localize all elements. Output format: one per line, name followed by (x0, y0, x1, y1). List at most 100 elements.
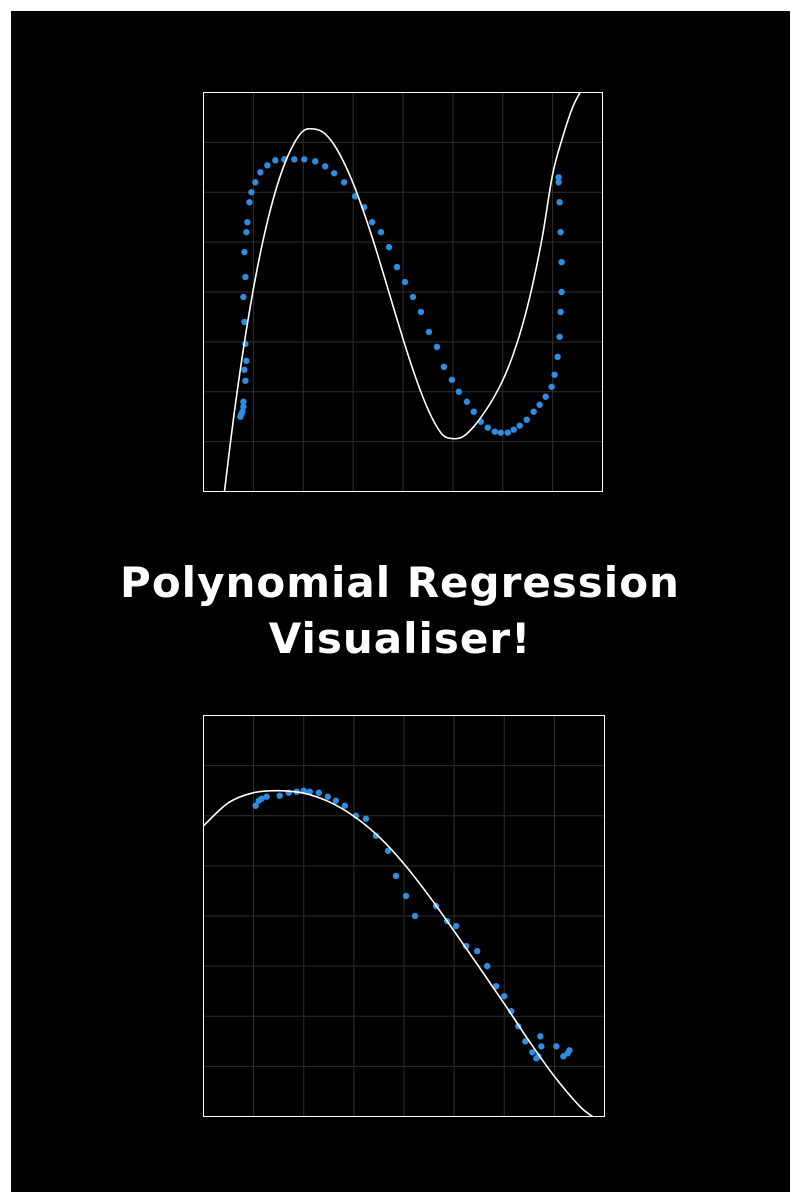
data-point (556, 333, 563, 341)
data-point (291, 156, 298, 163)
quadratic-regression-plot (203, 715, 605, 1117)
data-point (529, 1049, 536, 1056)
data-point (301, 156, 308, 163)
data-point (402, 892, 410, 900)
data-point (321, 163, 329, 170)
data-point (401, 278, 409, 286)
data-point (242, 273, 249, 281)
data-point (558, 258, 565, 266)
data-point (440, 363, 448, 371)
plot-border (203, 92, 603, 492)
gridlines (203, 92, 603, 492)
gridlines (203, 715, 605, 1117)
data-point (548, 383, 555, 390)
data-point (473, 947, 481, 955)
data-point (272, 157, 279, 164)
regression-curve (203, 789, 593, 1117)
data-point (448, 376, 456, 383)
data-point (385, 243, 393, 251)
data-point (246, 199, 253, 206)
data-point (409, 293, 417, 301)
data-point (566, 1047, 573, 1054)
data-point (324, 793, 332, 800)
page-title: Polynomial Regression Visualiser! (0, 555, 800, 667)
data-point (491, 428, 498, 435)
title-line-1: Polynomial Regression (120, 558, 680, 607)
data-point (417, 308, 425, 316)
data-point (558, 288, 565, 296)
data-point (497, 429, 504, 436)
data-point (377, 228, 385, 236)
data-point (372, 832, 380, 839)
data-point (484, 962, 491, 970)
data-point (556, 199, 563, 206)
data-points (252, 787, 573, 1062)
data-point (425, 328, 433, 336)
data-point (504, 429, 511, 436)
data-points (237, 156, 565, 436)
data-point (315, 789, 322, 796)
data-point (240, 403, 247, 410)
data-point (340, 179, 348, 186)
data-point (368, 218, 376, 226)
data-point (433, 343, 441, 351)
cubic-regression-plot (203, 92, 603, 492)
data-point (557, 228, 564, 236)
data-point (241, 366, 248, 374)
data-point (463, 398, 471, 405)
data-point (523, 416, 530, 423)
data-point (384, 847, 392, 855)
data-point (243, 357, 250, 365)
data-point (392, 872, 400, 880)
data-point (362, 815, 370, 822)
data-point (239, 408, 246, 415)
data-point (484, 424, 491, 431)
data-point (411, 912, 419, 920)
data-point (276, 792, 283, 799)
data-point (510, 426, 517, 433)
data-point (332, 797, 340, 804)
plot-border (203, 715, 605, 1117)
title-line-2: Visualiser! (268, 614, 532, 663)
data-point (522, 1038, 529, 1045)
data-point (551, 371, 558, 378)
data-point (553, 1043, 560, 1050)
data-point (243, 228, 250, 236)
data-point (555, 174, 562, 181)
plot-content (203, 787, 593, 1117)
data-point (252, 179, 259, 186)
data-point (330, 170, 338, 177)
data-point (536, 401, 543, 408)
data-point (530, 408, 537, 415)
data-point (493, 982, 500, 990)
data-point (244, 218, 251, 226)
plot-content (223, 92, 581, 492)
data-point (264, 162, 271, 169)
data-point (516, 422, 523, 429)
data-point (248, 189, 255, 196)
data-point (341, 802, 349, 809)
data-point (501, 993, 508, 1000)
data-point (542, 393, 549, 400)
data-point (452, 922, 460, 930)
data-point (555, 179, 562, 186)
data-point (240, 398, 247, 405)
data-point (241, 248, 248, 256)
data-point (240, 293, 247, 301)
data-point (462, 942, 470, 950)
data-point (306, 788, 313, 795)
regression-curve (223, 92, 581, 492)
data-point (455, 388, 463, 395)
data-point (554, 353, 561, 361)
data-point (557, 308, 564, 316)
data-point (538, 1043, 545, 1050)
data-point (241, 318, 248, 326)
data-point (252, 802, 259, 809)
data-point (242, 377, 249, 384)
data-point (312, 158, 319, 165)
data-point (393, 263, 401, 271)
data-point (258, 795, 265, 802)
data-point (470, 408, 478, 415)
data-point (537, 1033, 544, 1040)
data-point (257, 169, 264, 176)
